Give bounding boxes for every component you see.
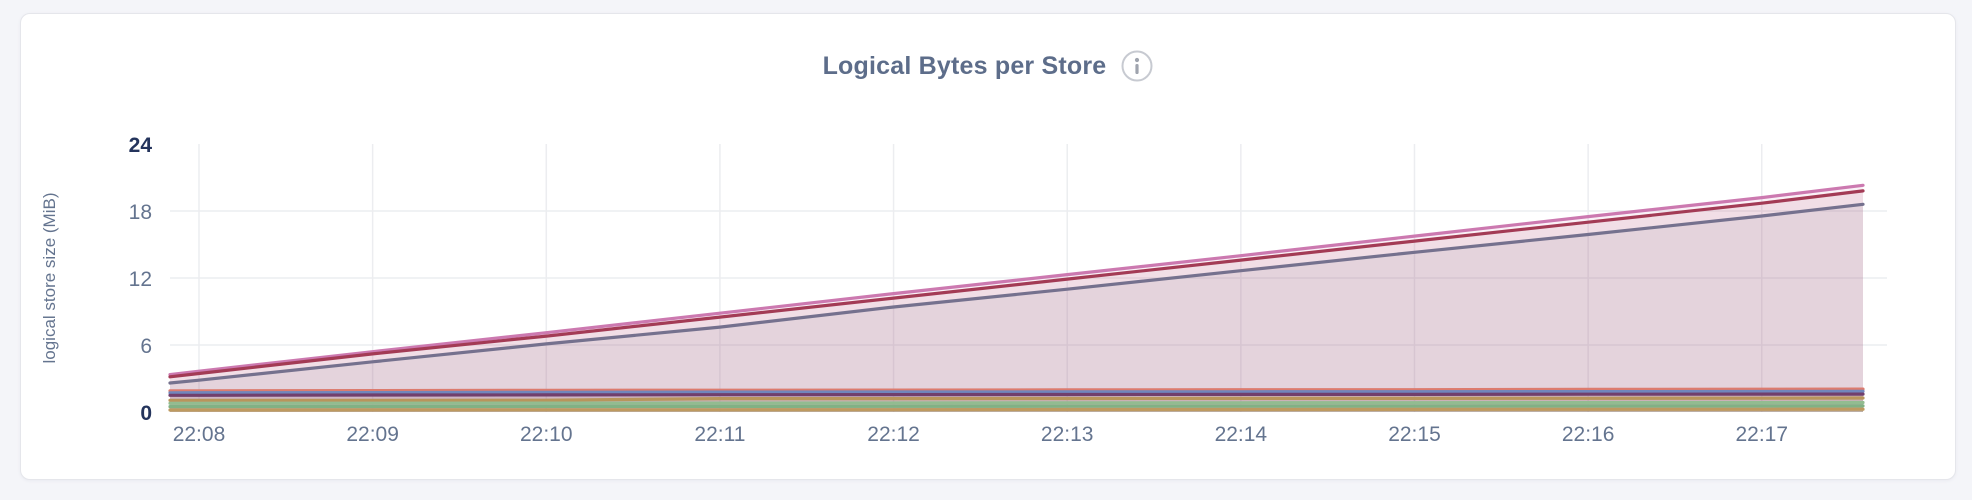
series-line — [168, 404, 1865, 409]
series-line — [168, 387, 1865, 393]
series-line — [168, 189, 1865, 379]
series-line — [168, 400, 1865, 405]
chart-header: Logical Bytes per Store — [21, 50, 1955, 82]
x-tick-label: 22:16 — [1562, 423, 1615, 446]
x-tick-label: 22:09 — [346, 423, 399, 446]
y-tick-label: 12 — [129, 268, 152, 291]
y-tick-label: 6 — [140, 335, 152, 358]
series-area — [170, 185, 1863, 412]
y-axis-title: logical store size (MiB) — [40, 193, 59, 364]
x-tick-label: 22:08 — [173, 423, 226, 446]
x-tick-label: 22:12 — [867, 423, 920, 446]
info-circle-icon[interactable] — [1121, 50, 1153, 82]
y-tick-label: 0 — [140, 402, 152, 425]
x-tick-label: 22:13 — [1041, 423, 1094, 446]
series-line — [168, 392, 1865, 397]
x-tick-label: 22:17 — [1735, 423, 1788, 446]
y-tick-label: 18 — [129, 201, 152, 224]
page-title: Logical Bytes per Store — [822, 51, 1107, 80]
x-tick-label: 22:10 — [520, 423, 573, 446]
x-tick-label: 22:14 — [1215, 423, 1268, 446]
x-tick-label: 22:15 — [1388, 423, 1441, 446]
series-line — [168, 183, 1865, 377]
series-line — [168, 396, 1865, 402]
series-area — [170, 190, 1863, 412]
y-tick-label: 24 — [129, 134, 153, 157]
series-line — [168, 389, 1865, 395]
x-tick-label: 22:11 — [694, 423, 745, 446]
series-area — [170, 204, 1863, 412]
series-line — [168, 407, 1865, 412]
series-line — [168, 202, 1865, 385]
